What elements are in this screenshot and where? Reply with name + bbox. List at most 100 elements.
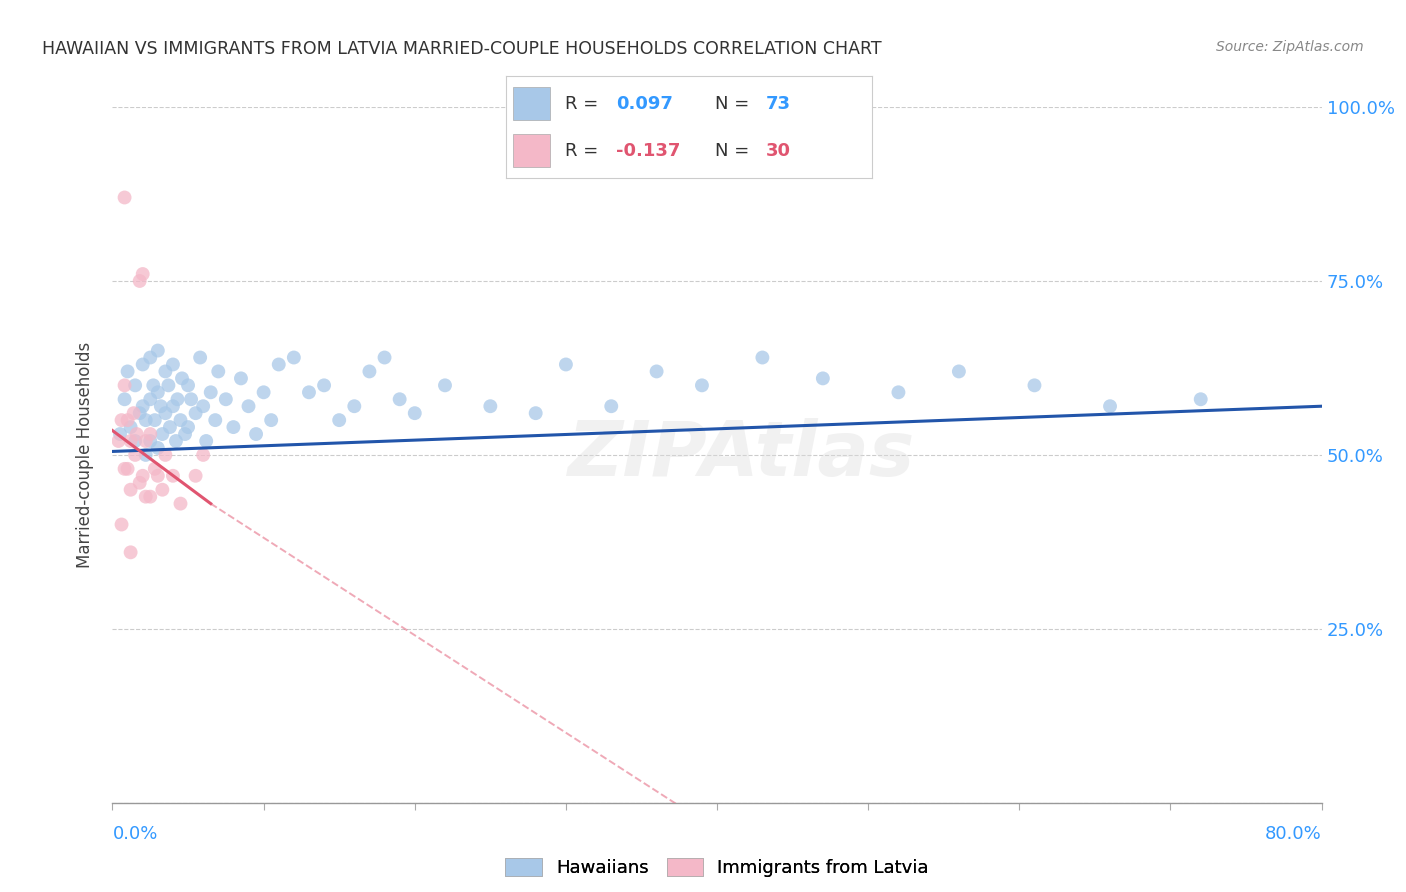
Point	[149, 399, 172, 413]
Text: R =: R =	[565, 142, 603, 160]
Point	[554, 358, 576, 372]
Point	[128, 406, 150, 420]
Point	[132, 358, 155, 372]
Point	[359, 364, 381, 378]
Text: HAWAIIAN VS IMMIGRANTS FROM LATVIA MARRIED-COUPLE HOUSEHOLDS CORRELATION CHART: HAWAIIAN VS IMMIGRANTS FROM LATVIA MARRI…	[42, 40, 882, 58]
Point	[159, 420, 181, 434]
Point	[388, 392, 411, 407]
Point	[887, 385, 910, 400]
Point	[229, 371, 252, 385]
Point	[124, 434, 146, 448]
Point	[146, 343, 169, 358]
Point	[188, 351, 211, 365]
Point	[117, 364, 139, 378]
Point	[253, 385, 276, 400]
Point	[174, 427, 197, 442]
Point	[128, 274, 150, 288]
Point	[1098, 399, 1121, 413]
Point	[162, 399, 184, 413]
Point	[433, 378, 456, 392]
Point	[162, 468, 184, 483]
Y-axis label: Married-couple Households: Married-couple Households	[76, 342, 94, 568]
Point	[267, 358, 290, 372]
Point	[948, 364, 970, 378]
Point	[114, 462, 136, 476]
Point	[191, 399, 214, 413]
Point	[139, 427, 162, 442]
Point	[222, 420, 245, 434]
Point	[128, 475, 150, 490]
Point	[184, 406, 207, 420]
Point	[191, 448, 214, 462]
Point	[114, 378, 136, 392]
Point	[600, 399, 623, 413]
Point	[124, 448, 146, 462]
Point	[645, 364, 668, 378]
Point	[150, 427, 173, 442]
Text: -0.137: -0.137	[616, 142, 681, 160]
Point	[207, 364, 229, 378]
Point	[124, 378, 146, 392]
Point	[177, 420, 200, 434]
Text: 0.0%: 0.0%	[112, 825, 157, 843]
Point	[343, 399, 366, 413]
Point	[135, 413, 157, 427]
Point	[125, 427, 148, 442]
Point	[143, 462, 166, 476]
Point	[200, 385, 222, 400]
Point	[110, 413, 132, 427]
Point	[170, 371, 193, 385]
Legend: Hawaiians, Immigrants from Latvia: Hawaiians, Immigrants from Latvia	[498, 850, 936, 884]
Bar	[513, 135, 550, 167]
Point	[122, 406, 145, 420]
Point	[120, 420, 142, 434]
Point	[117, 462, 139, 476]
Point	[204, 413, 226, 427]
Point	[184, 468, 207, 483]
Point	[169, 497, 191, 511]
Point	[107, 434, 129, 448]
Text: N =: N =	[714, 142, 755, 160]
Point	[215, 392, 238, 407]
Point	[283, 351, 305, 365]
Point	[157, 378, 180, 392]
Point	[169, 413, 191, 427]
Text: 80.0%: 80.0%	[1265, 825, 1322, 843]
Point	[165, 434, 187, 448]
Point	[690, 378, 713, 392]
Point	[374, 351, 396, 365]
Point	[146, 385, 169, 400]
Point	[132, 267, 155, 281]
Point	[146, 441, 169, 455]
Point	[166, 392, 188, 407]
Point	[245, 427, 267, 442]
Point	[524, 406, 547, 420]
Point	[139, 392, 162, 407]
Point	[328, 413, 350, 427]
Text: N =: N =	[714, 95, 755, 112]
Text: ZIPAtlas: ZIPAtlas	[568, 418, 915, 491]
Point	[120, 545, 142, 559]
Point	[260, 413, 283, 427]
Point	[117, 413, 139, 427]
Point	[120, 434, 142, 448]
Point	[143, 413, 166, 427]
Text: 73: 73	[766, 95, 790, 112]
Point	[180, 392, 202, 407]
Point	[142, 378, 165, 392]
Point	[162, 358, 184, 372]
Point	[150, 483, 173, 497]
Point	[110, 517, 132, 532]
Point	[146, 468, 169, 483]
Point	[1189, 392, 1212, 407]
Point	[479, 399, 502, 413]
Point	[155, 448, 177, 462]
Text: R =: R =	[565, 95, 603, 112]
Point	[139, 351, 162, 365]
Point	[155, 406, 177, 420]
Point	[132, 468, 155, 483]
Point	[139, 434, 162, 448]
Point	[135, 448, 157, 462]
Text: 30: 30	[766, 142, 790, 160]
Point	[314, 378, 336, 392]
